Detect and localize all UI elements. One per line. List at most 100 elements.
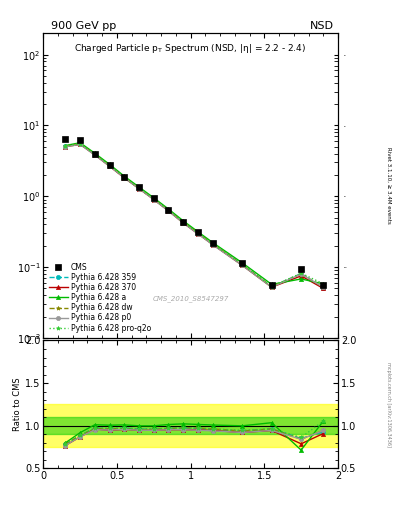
Pythia 6.428 p0 <box>196 231 200 237</box>
Pythia 6.428 370 <box>240 262 244 268</box>
Pythia 6.428 370 <box>166 208 171 214</box>
Pythia 6.428 a <box>107 161 112 167</box>
Pythia 6.428 370 <box>210 242 215 248</box>
CMS <box>269 283 274 289</box>
Pythia 6.428 370 <box>78 141 83 147</box>
Pythia 6.428 dw <box>137 185 141 191</box>
Pythia 6.428 359 <box>78 141 83 147</box>
Pythia 6.428 dw <box>299 271 303 277</box>
Pythia 6.428 p0 <box>181 220 185 226</box>
Pythia 6.428 370 <box>107 163 112 169</box>
CMS <box>63 136 68 142</box>
Pythia 6.428 a <box>78 140 83 146</box>
Pythia 6.428 a <box>240 260 244 266</box>
Pythia 6.428 pro-q2o <box>137 185 141 191</box>
CMS <box>122 174 127 180</box>
Pythia 6.428 dw <box>196 230 200 236</box>
Pythia 6.428 p0 <box>151 197 156 203</box>
CMS <box>210 240 215 246</box>
Pythia 6.428 dw <box>240 262 244 268</box>
CMS <box>92 151 97 157</box>
Pythia 6.428 370 <box>196 231 200 237</box>
Pythia 6.428 dw <box>107 163 112 169</box>
Pythia 6.428 p0 <box>166 208 171 214</box>
Pythia 6.428 dw <box>210 241 215 247</box>
Pythia 6.428 359 <box>240 262 244 268</box>
CMS <box>151 195 156 201</box>
Pythia 6.428 p0 <box>92 152 97 158</box>
Pythia 6.428 359 <box>151 196 156 202</box>
Pythia 6.428 p0 <box>63 144 68 150</box>
Pythia 6.428 p0 <box>269 284 274 290</box>
Pythia 6.428 pro-q2o <box>92 152 97 158</box>
CMS <box>321 283 326 289</box>
Pythia 6.428 a <box>151 195 156 201</box>
Pythia 6.428 pro-q2o <box>299 270 303 276</box>
Pythia 6.428 p0 <box>122 175 127 181</box>
Pythia 6.428 p0 <box>78 141 83 147</box>
Pythia 6.428 370 <box>151 197 156 203</box>
Pythia 6.428 a <box>137 184 141 190</box>
Pythia 6.428 pro-q2o <box>78 141 83 147</box>
Pythia 6.428 p0 <box>240 262 244 268</box>
Pythia 6.428 370 <box>269 284 274 290</box>
CMS <box>181 219 185 225</box>
Pythia 6.428 dw <box>166 207 171 214</box>
Line: Pythia 6.428 a: Pythia 6.428 a <box>63 141 325 287</box>
Pythia 6.428 dw <box>78 141 83 147</box>
Text: Rivet 3.1.10, ≥ 3.4M events: Rivet 3.1.10, ≥ 3.4M events <box>386 147 391 224</box>
Pythia 6.428 p0 <box>321 284 326 290</box>
Line: Pythia 6.428 dw: Pythia 6.428 dw <box>63 142 325 289</box>
Pythia 6.428 a <box>181 218 185 224</box>
Line: Pythia 6.428 370: Pythia 6.428 370 <box>63 142 325 290</box>
CMS <box>78 137 83 143</box>
Pythia 6.428 a <box>321 281 326 287</box>
Pythia 6.428 a <box>210 240 215 246</box>
Text: 900 GeV pp: 900 GeV pp <box>51 20 116 31</box>
Bar <box>43 417 338 434</box>
Pythia 6.428 dw <box>63 143 68 149</box>
Pythia 6.428 359 <box>321 285 326 291</box>
Pythia 6.428 pro-q2o <box>63 143 68 149</box>
Pythia 6.428 dw <box>151 196 156 202</box>
Pythia 6.428 p0 <box>137 185 141 191</box>
Pythia 6.428 dw <box>181 219 185 225</box>
Pythia 6.428 pro-q2o <box>166 207 171 214</box>
Pythia 6.428 pro-q2o <box>107 162 112 168</box>
Pythia 6.428 dw <box>92 152 97 158</box>
Pythia 6.428 p0 <box>299 271 303 277</box>
CMS <box>240 260 244 266</box>
CMS <box>196 229 200 236</box>
Legend: CMS, Pythia 6.428 359, Pythia 6.428 370, Pythia 6.428 a, Pythia 6.428 dw, Pythia: CMS, Pythia 6.428 359, Pythia 6.428 370,… <box>47 261 152 334</box>
Pythia 6.428 dw <box>122 175 127 181</box>
Pythia 6.428 370 <box>92 152 97 158</box>
Pythia 6.428 a <box>63 142 68 148</box>
Pythia 6.428 a <box>299 276 303 282</box>
Pythia 6.428 359 <box>63 143 68 149</box>
Bar <box>43 404 338 447</box>
Pythia 6.428 370 <box>181 220 185 226</box>
Text: CMS_2010_S8547297: CMS_2010_S8547297 <box>152 295 229 302</box>
Pythia 6.428 359 <box>122 174 127 180</box>
CMS <box>107 161 112 167</box>
Pythia 6.428 a <box>269 281 274 287</box>
Pythia 6.428 a <box>122 173 127 179</box>
Pythia 6.428 359 <box>196 230 200 237</box>
Pythia 6.428 359 <box>210 241 215 247</box>
Pythia 6.428 pro-q2o <box>269 284 274 290</box>
Pythia 6.428 370 <box>137 185 141 191</box>
Text: NSD: NSD <box>310 20 334 31</box>
Pythia 6.428 370 <box>299 273 303 279</box>
Y-axis label: Ratio to CMS: Ratio to CMS <box>13 378 22 431</box>
Pythia 6.428 p0 <box>107 163 112 169</box>
Pythia 6.428 a <box>196 229 200 235</box>
Pythia 6.428 359 <box>166 207 171 214</box>
Pythia 6.428 359 <box>299 270 303 276</box>
Line: Pythia 6.428 pro-q2o: Pythia 6.428 pro-q2o <box>63 142 325 289</box>
Line: Pythia 6.428 359: Pythia 6.428 359 <box>63 142 325 290</box>
Pythia 6.428 pro-q2o <box>196 230 200 236</box>
Pythia 6.428 p0 <box>210 242 215 248</box>
Pythia 6.428 359 <box>181 219 185 225</box>
Pythia 6.428 pro-q2o <box>122 174 127 180</box>
CMS <box>166 206 171 212</box>
